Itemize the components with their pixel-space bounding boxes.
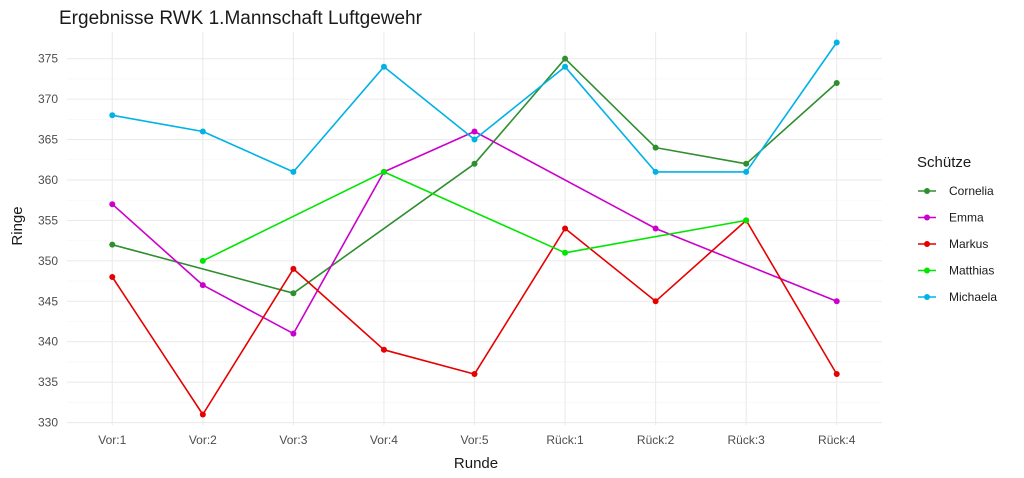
data-point xyxy=(833,371,840,378)
x-tick-label: Rück:3 xyxy=(727,433,765,447)
x-tick-labels: Vor:1 Vor:2 Vor:3 Vor:4 Vor:5 Rück:1 Rück:2 Rüc… xyxy=(98,433,855,447)
data-point xyxy=(471,371,478,378)
data-point xyxy=(833,39,840,46)
y-tick-label: 370 xyxy=(38,92,58,106)
legend: Schütze Cornelia Emma Markus Matthias Michae… xyxy=(917,154,997,304)
legend-item-matthias: Matthias xyxy=(918,264,994,278)
legend-point xyxy=(924,214,930,221)
data-point xyxy=(290,168,297,175)
data-point xyxy=(652,168,659,175)
legend-label: Cornelia xyxy=(949,184,994,198)
y-tick-label: 365 xyxy=(38,133,58,147)
x-tick-label: Rück:1 xyxy=(546,433,584,447)
data-point xyxy=(109,274,116,281)
data-point xyxy=(290,330,297,337)
data-point xyxy=(380,63,387,70)
series-michaela xyxy=(109,39,840,175)
data-point xyxy=(562,63,569,70)
series-line xyxy=(202,171,747,262)
legend-label: Michaela xyxy=(949,290,997,304)
x-tick-label: Vor:4 xyxy=(370,433,398,447)
y-tick-label: 345 xyxy=(38,294,58,308)
y-axis-title: Ringe xyxy=(9,206,26,245)
data-point xyxy=(833,298,840,305)
data-point xyxy=(471,160,478,167)
x-axis-title: Runde xyxy=(454,455,498,472)
data-point xyxy=(109,112,116,119)
data-point xyxy=(290,290,297,297)
data-point xyxy=(833,79,840,86)
y-tick-label: 375 xyxy=(38,52,58,66)
y-tick-label: 360 xyxy=(38,173,58,187)
series-matthias xyxy=(199,168,750,264)
legend-label: Emma xyxy=(949,211,984,225)
data-point xyxy=(471,128,478,135)
legend-point xyxy=(924,188,930,194)
x-tick-label: Vor:3 xyxy=(279,433,307,447)
legend-point xyxy=(924,241,930,247)
y-tick-label: 340 xyxy=(38,335,58,349)
data-point xyxy=(652,144,659,151)
data-point xyxy=(290,265,297,272)
data-point xyxy=(652,298,659,305)
x-tick-label: Rück:2 xyxy=(637,433,675,447)
chart-title: Ergebnisse RWK 1.Mannschaft Luftgewehr xyxy=(59,8,423,29)
legend-point xyxy=(924,267,930,274)
data-point xyxy=(652,225,659,232)
series-cornelia xyxy=(109,55,840,297)
x-tick-label: Vor:1 xyxy=(98,433,126,447)
legend-point xyxy=(924,294,930,300)
x-tick-label: Rück:4 xyxy=(818,433,856,447)
series-lines xyxy=(109,39,840,418)
data-point xyxy=(109,201,116,208)
x-tick-label: Vor:5 xyxy=(460,433,488,447)
x-tick-label: Vor:2 xyxy=(189,433,217,447)
y-tick-label: 330 xyxy=(38,416,58,430)
legend-item-michaela: Michaela xyxy=(918,290,997,304)
legend-item-emma: Emma xyxy=(918,211,984,225)
legend-title: Schütze xyxy=(917,154,971,171)
grid xyxy=(67,32,882,425)
y-tick-labels: 330 335 340 345 350 355 360 365 370 375 xyxy=(38,52,58,430)
series-markus xyxy=(109,217,840,418)
data-point xyxy=(743,160,750,167)
data-point xyxy=(199,411,206,418)
data-point xyxy=(743,168,750,175)
y-tick-label: 335 xyxy=(38,375,58,389)
legend-item-cornelia: Cornelia xyxy=(918,184,994,198)
y-tick-label: 355 xyxy=(38,213,58,227)
data-point xyxy=(109,241,116,248)
data-point xyxy=(743,217,750,224)
legend-label: Markus xyxy=(949,237,988,251)
data-point xyxy=(562,249,569,256)
data-point xyxy=(199,257,206,264)
data-point xyxy=(380,168,387,175)
data-point xyxy=(380,346,387,353)
data-point xyxy=(199,128,206,135)
data-point xyxy=(471,136,478,143)
y-tick-label: 350 xyxy=(38,254,58,268)
legend-label: Matthias xyxy=(949,264,994,278)
legend-item-markus: Markus xyxy=(918,237,988,251)
data-point xyxy=(562,55,569,62)
data-point xyxy=(562,225,569,232)
data-point xyxy=(199,282,206,289)
